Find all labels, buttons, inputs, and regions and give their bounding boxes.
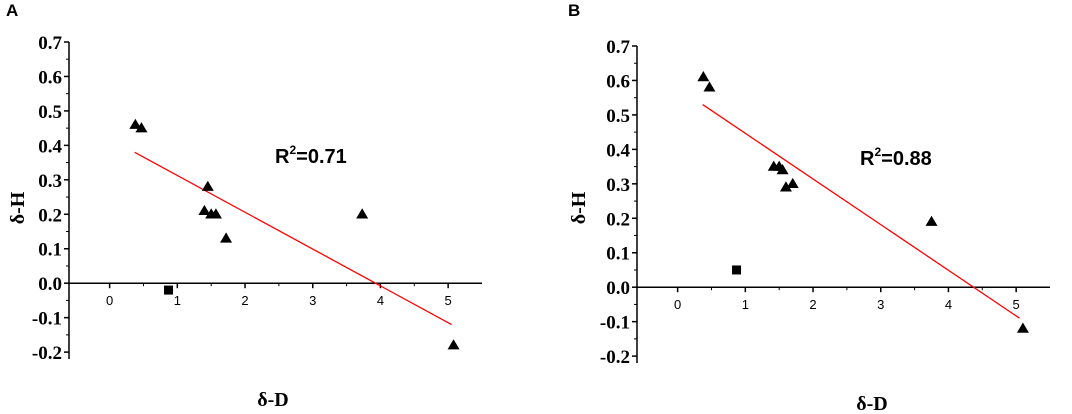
- y-tick-label-a: 0.4: [38, 136, 62, 157]
- r-squared-prefix-b: R: [860, 148, 875, 170]
- triangle-point-b: [703, 81, 716, 92]
- triangle-point-a: [220, 232, 233, 243]
- plot-area-a: -0.2 -0.1 0.0 0.1 0.2 0.3 0.4 0.5 0.6 0.7 0 1 2 3 4 5: [32, 33, 482, 364]
- triangle-point-b: [697, 71, 710, 82]
- y-tick-label-b: 0.1: [606, 244, 630, 265]
- y-tick-label-b: 0.2: [606, 209, 630, 230]
- r-squared-annotation-a: R2=0.71: [275, 143, 347, 168]
- triangle-point-a: [135, 122, 148, 133]
- x-tick-label-a: 1: [174, 293, 181, 308]
- y-tick-label-b: 0.4: [606, 140, 630, 161]
- r-squared-value-b: =0.88: [881, 148, 932, 170]
- y-tick-label-a: 0.2: [38, 205, 62, 226]
- plot-area-b: -0.2 -0.1 0.0 0.1 0.2 0.3 0.4 0.5 0.6 0.7 0 1 2 3 4 5: [600, 37, 1050, 368]
- y-tick-label-b: -0.2: [600, 347, 630, 368]
- triangle-point-b: [925, 215, 938, 226]
- y-tick-label-a: 0.1: [38, 240, 62, 261]
- x-tick-label-b: 1: [742, 297, 749, 312]
- y-axis-label-a: δ-H: [7, 191, 29, 224]
- x-tick-label-b: 2: [809, 297, 816, 312]
- y-axis-label-b: δ-H: [568, 191, 590, 224]
- x-tick-label-a: 2: [241, 293, 248, 308]
- y-tick-label-a: 0.5: [38, 102, 62, 123]
- y-tick-label-a: 0.6: [38, 67, 62, 88]
- triangle-point-a: [129, 118, 142, 129]
- y-tick-label-b: 0.3: [606, 175, 630, 196]
- triangle-point-a: [209, 208, 222, 219]
- y-tick-label-b: 0.5: [606, 106, 630, 127]
- x-tick-label-b: 5: [1013, 297, 1020, 312]
- y-tick-label-a: 0.3: [38, 171, 62, 192]
- x-tick-label-a: 0: [106, 293, 113, 308]
- x-axis-label-b: δ-D: [856, 393, 887, 414]
- panel-letter-a: A: [6, 1, 18, 20]
- y-tick-label-a: 0.0: [38, 274, 62, 295]
- x-tick-label-a: 4: [377, 293, 384, 308]
- triangle-point-a: [356, 208, 369, 219]
- y-tick-label-b: -0.1: [600, 313, 630, 334]
- y-tick-label-a: -0.2: [32, 343, 62, 364]
- r-squared-sup-a: 2: [289, 143, 296, 157]
- triangle-point-a: [201, 180, 214, 191]
- r-squared-prefix-a: R: [275, 146, 290, 168]
- r-squared-value-a: =0.71: [296, 146, 347, 168]
- regression-line-a: [134, 151, 452, 326]
- x-tick-label-a: 3: [309, 293, 316, 308]
- triangle-point-a: [447, 339, 460, 350]
- panel-a: A δ-H δ-D R2=0.71 -0.2-0.10.00.10.20.30.…: [6, 1, 482, 411]
- y-tick-label-a: 0.7: [38, 33, 62, 54]
- y-tick-label-b: 0.7: [606, 37, 630, 58]
- x-tick-label-a: 5: [445, 293, 452, 308]
- x-tick-label-b: 4: [945, 297, 952, 312]
- triangle-point-a: [198, 204, 211, 216]
- y-tick-label-b: 0.6: [606, 71, 630, 92]
- triangle-point-b: [779, 181, 792, 192]
- r-squared-annotation-b: R2=0.88: [860, 145, 932, 170]
- x-tick-label-b: 0: [674, 297, 681, 312]
- panel-letter-b: B: [568, 1, 580, 20]
- triangle-point-b: [786, 177, 799, 189]
- panel-b: B δ-H δ-D R2=0.88 -0.2-0.10.00.10.20.30.…: [568, 1, 1050, 414]
- x-tick-label-b: 3: [877, 297, 884, 312]
- triangle-point-b: [776, 164, 789, 175]
- y-tick-label-b: 0.0: [606, 278, 630, 299]
- square-point-b: [732, 265, 742, 275]
- square-point-a: [164, 285, 174, 295]
- r-squared-sup-b: 2: [874, 145, 881, 159]
- triangle-point-b: [1016, 322, 1029, 333]
- x-axis-label-a: δ-D: [257, 389, 288, 411]
- regression-line-b: [702, 104, 1020, 319]
- y-tick-label-a: -0.1: [32, 309, 62, 330]
